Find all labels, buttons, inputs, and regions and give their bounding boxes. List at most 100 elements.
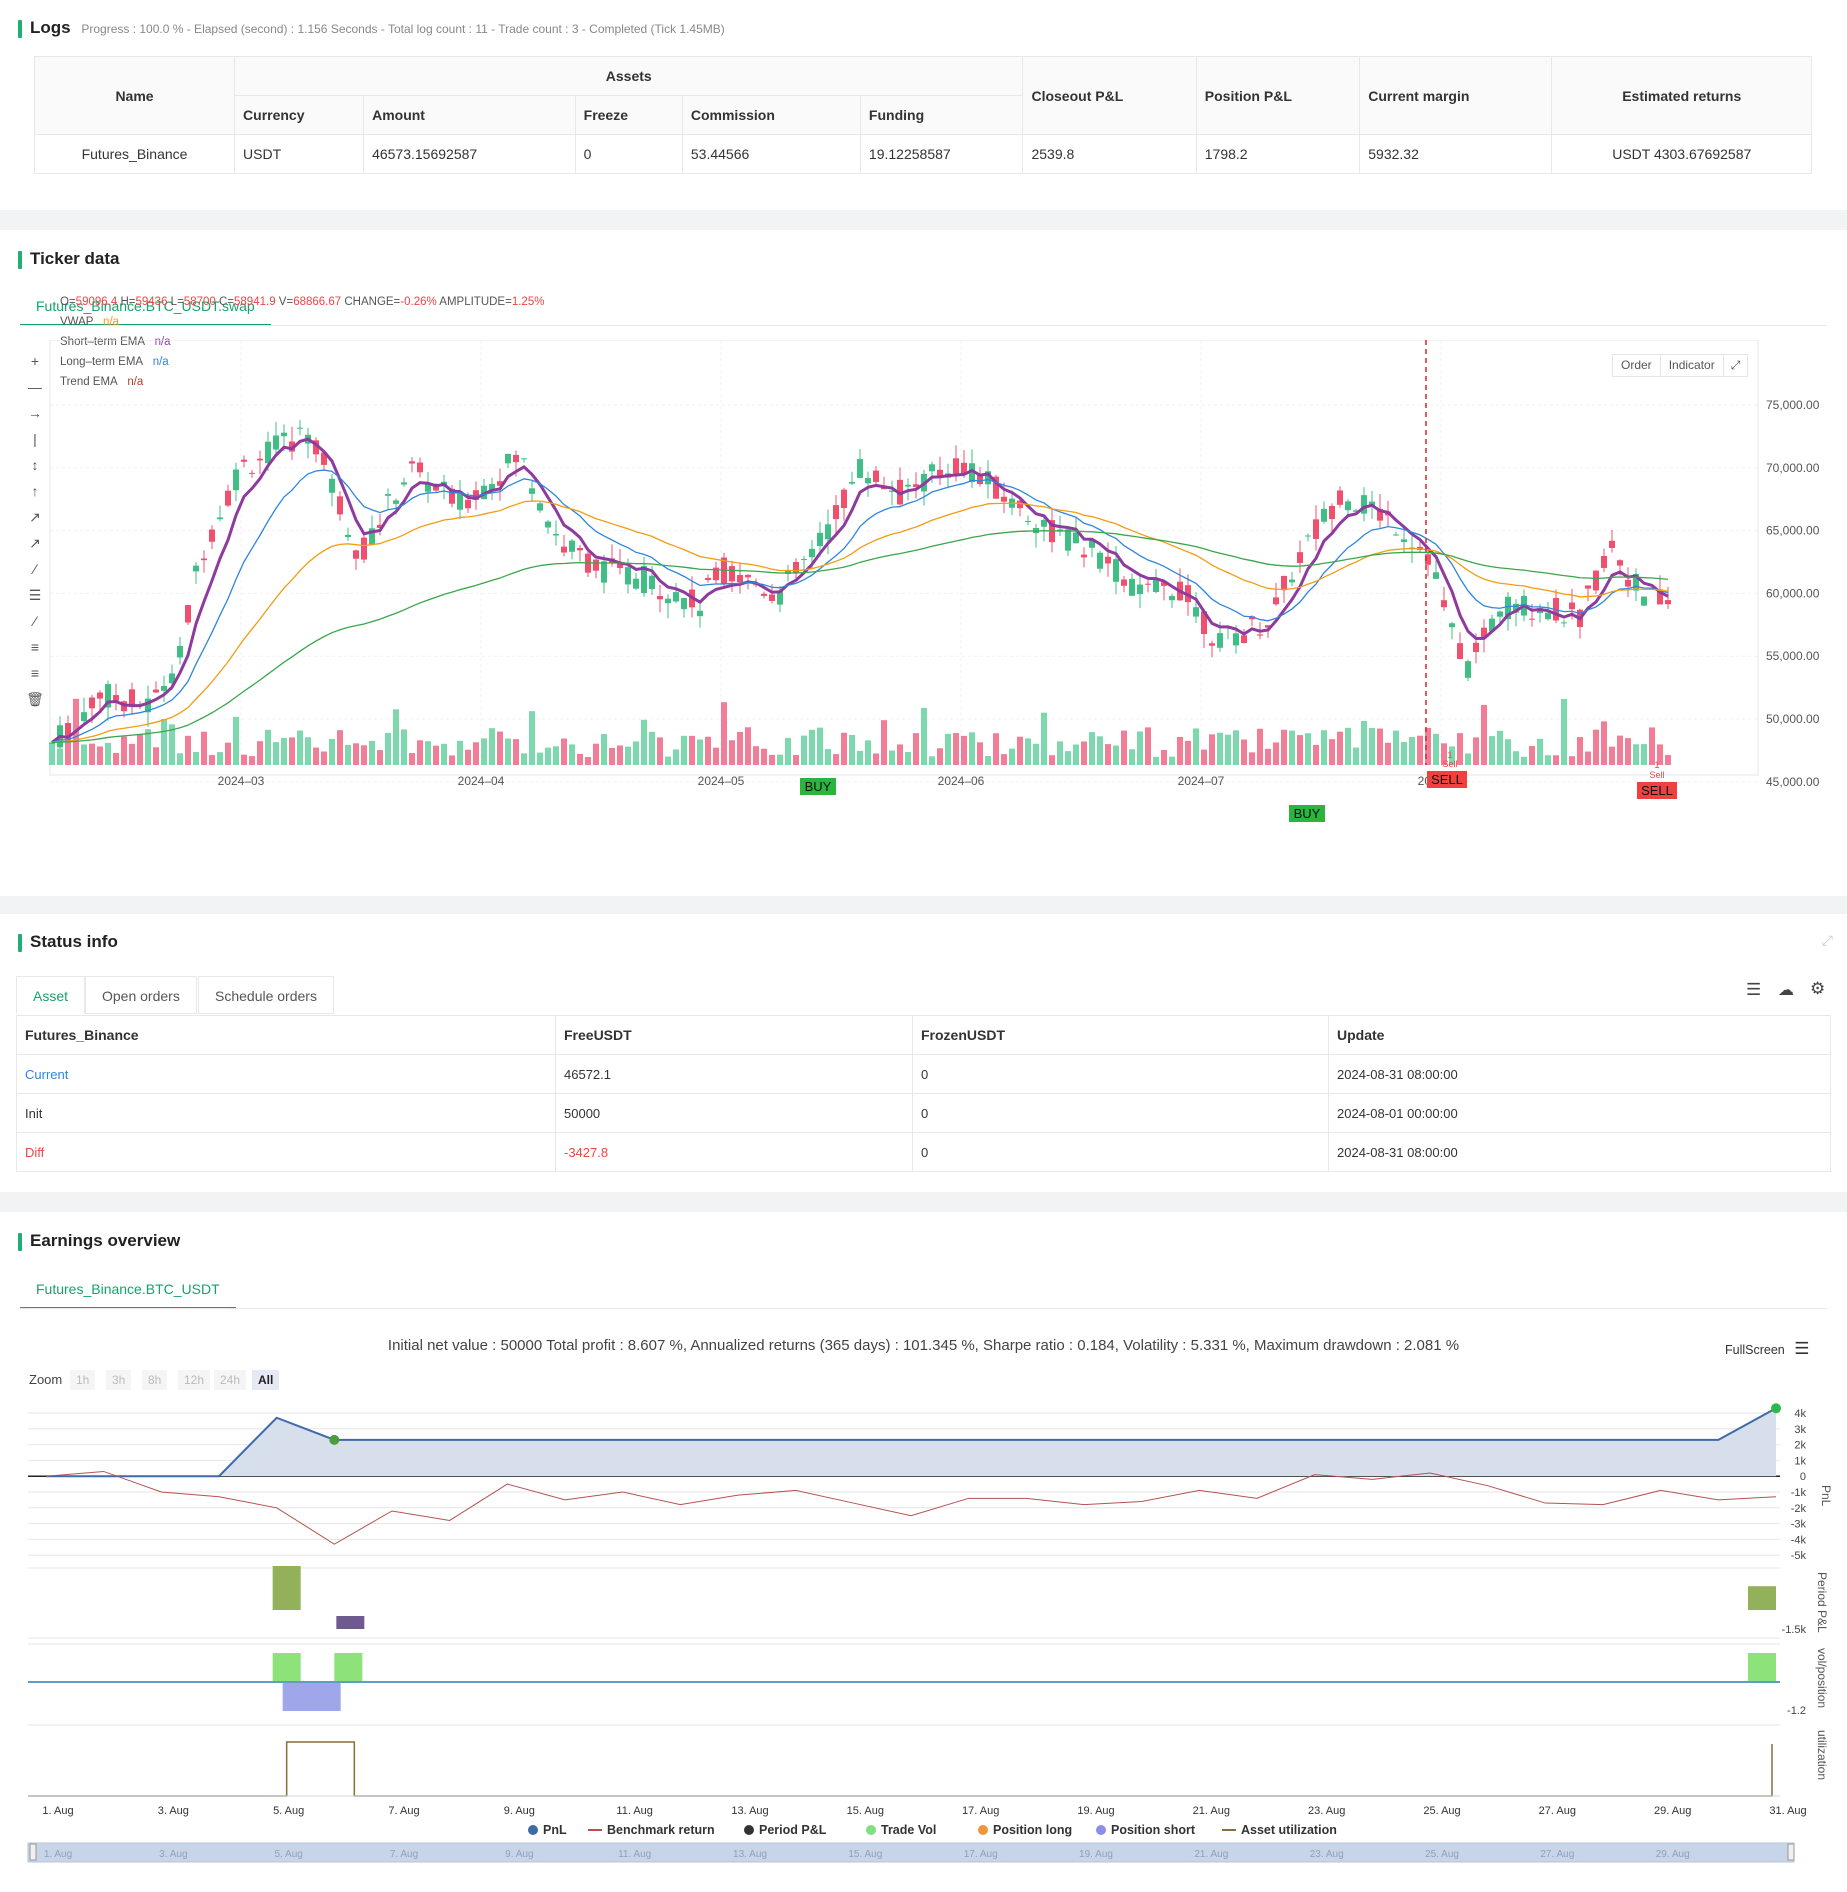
candle-body <box>409 461 415 464</box>
vertical-ray-icon[interactable]: ↑ <box>31 483 39 499</box>
candlestick-chart[interactable]: 75,000.00 70,000.00 65,000.00 60,000.00 55,0… <box>0 340 1847 840</box>
indicator-button[interactable]: Indicator <box>1661 355 1724 376</box>
candle-body <box>849 481 855 484</box>
volume-bar <box>1049 755 1055 765</box>
legend-item-benchmark-return[interactable]: Benchmark return <box>588 1823 715 1837</box>
th-amount: Amount <box>363 95 576 135</box>
volume-bar <box>801 735 807 765</box>
candle-body <box>1265 625 1271 628</box>
indicator-trend-ema-value: n/a <box>127 376 144 388</box>
trend-line-icon[interactable]: ↗ <box>29 509 41 525</box>
volume-bar <box>865 740 871 765</box>
zoom-12h-button[interactable]: 12h <box>178 1370 211 1390</box>
candle-body <box>1337 490 1343 505</box>
candle-body <box>1105 556 1111 564</box>
horizontal-line-icon[interactable]: — <box>28 379 42 395</box>
candle-body <box>1065 529 1071 551</box>
cell-free: 46572.1 <box>555 1054 913 1094</box>
candle-body <box>673 592 679 602</box>
candle-body <box>1137 584 1143 595</box>
menu-icon[interactable]: ☰ <box>1794 1339 1810 1358</box>
c-label: C= <box>218 296 235 308</box>
candle-body <box>513 454 519 463</box>
vertical-segment-icon[interactable]: ↕ <box>31 457 39 473</box>
volume-bar <box>153 747 159 765</box>
cloud-download-icon[interactable]: ☁ <box>1778 982 1794 999</box>
candle-body <box>713 567 719 581</box>
volume-bar <box>1649 727 1655 765</box>
x-tick-label: 2024–07 <box>1178 774 1225 788</box>
crosshair-icon[interactable]: + <box>30 353 40 369</box>
candle-body <box>345 534 351 538</box>
v-value: 68866.67 <box>293 296 342 308</box>
sell-note: Sell <box>1649 770 1664 780</box>
candle-body <box>1505 596 1511 620</box>
candle-body <box>1161 582 1167 586</box>
zoom-3h-button[interactable]: 3h <box>106 1370 132 1390</box>
candle-body <box>985 471 991 485</box>
candle-body <box>753 584 759 586</box>
ray-line-icon[interactable]: ↗ <box>29 535 41 551</box>
volume-bar <box>1177 736 1183 765</box>
zoom-24h-button[interactable]: 24h <box>214 1370 247 1390</box>
volume-bar <box>329 739 335 765</box>
pnl-tick-label: 2k <box>1794 1440 1806 1452</box>
legend-item-pnl[interactable]: PnL <box>528 1823 567 1837</box>
legend-item-period-p-l[interactable]: Period P&L <box>744 1823 826 1837</box>
tab-open-orders[interactable]: Open orders <box>85 976 197 1014</box>
volume-bar <box>441 743 447 765</box>
expand-icon[interactable]: ⤢ <box>1730 358 1741 372</box>
vertical-line-icon[interactable]: | <box>33 431 37 447</box>
fibonacci-lines-icon[interactable]: ≡ <box>30 665 40 681</box>
zoom-all-button[interactable]: All <box>252 1370 280 1390</box>
price-line-icon[interactable]: ☰ <box>28 587 42 603</box>
volume-bar <box>1105 744 1111 765</box>
volume-bar <box>1001 754 1007 765</box>
candle-body <box>833 505 839 520</box>
candle-body <box>1473 642 1479 653</box>
tab-asset[interactable]: Asset <box>16 976 86 1014</box>
candle-body <box>593 559 599 571</box>
list-icon[interactable]: ☰ <box>1746 980 1762 999</box>
x-tick-label: 2024–04 <box>458 774 505 788</box>
earnings-chart[interactable]: 4k 3k 2k 1k 0 -1k -2k -3k -4k -5k PnL -1.5k Period P… <box>0 1400 1847 1870</box>
candle-body <box>1593 570 1599 591</box>
volume-bar <box>1313 744 1319 765</box>
candle-body <box>1329 505 1335 520</box>
navigator-tick-label: 13. Aug <box>733 1849 767 1860</box>
parallel-channel-icon[interactable]: ⁄ <box>33 613 37 629</box>
volume-bar <box>1545 755 1551 765</box>
legend-item-position-long[interactable]: Position long <box>978 1823 1072 1837</box>
volume-bar <box>409 753 415 765</box>
cell-label-current[interactable]: Current <box>16 1054 556 1094</box>
volume-bar <box>81 744 87 765</box>
candle-body <box>417 462 423 473</box>
th-exchange: Futures_Binance <box>16 1015 556 1055</box>
x-tick-label: 2024–03 <box>218 774 265 788</box>
candle-body <box>777 590 783 605</box>
trash-icon[interactable]: 🗑 <box>26 691 44 707</box>
zoom-8h-button[interactable]: 8h <box>142 1370 168 1390</box>
sell-signal-label: SELL <box>1641 783 1673 798</box>
fullscreen-button[interactable]: FullScreen ☰ <box>1725 1339 1809 1359</box>
legend-item-trade-vol[interactable]: Trade Vol <box>866 1823 936 1837</box>
horizontal-ray-icon[interactable]: → <box>28 405 42 421</box>
legend-item-position-short[interactable]: Position short <box>1096 1823 1195 1837</box>
collapse-icon[interactable]: ⤢ <box>1821 932 1833 948</box>
table-row: Init 50000 0 2024-08-01 00:00:00 <box>16 1093 1831 1133</box>
order-button[interactable]: Order <box>1613 355 1661 376</box>
candle-body <box>1073 532 1079 544</box>
fibonacci-icon[interactable]: ≡ <box>30 639 40 655</box>
zoom-1h-button[interactable]: 1h <box>70 1370 96 1390</box>
tab-schedule-orders[interactable]: Schedule orders <box>198 976 334 1014</box>
segment-icon[interactable]: ∕ <box>33 561 37 577</box>
tab-earnings-symbol[interactable]: Futures_Binance.BTC_USDT <box>20 1269 236 1309</box>
candle-body <box>105 684 111 708</box>
volume-bar <box>65 736 71 765</box>
legend-item-asset-utilization[interactable]: Asset utilization <box>1222 1823 1337 1837</box>
volume-bar <box>49 743 55 765</box>
settings-icon[interactable]: ⚙ <box>1810 979 1826 998</box>
table-row: Current 46572.1 0 2024-08-31 08:00:00 <box>16 1054 1831 1094</box>
volume-bar <box>417 740 423 765</box>
candle-body <box>289 441 295 452</box>
